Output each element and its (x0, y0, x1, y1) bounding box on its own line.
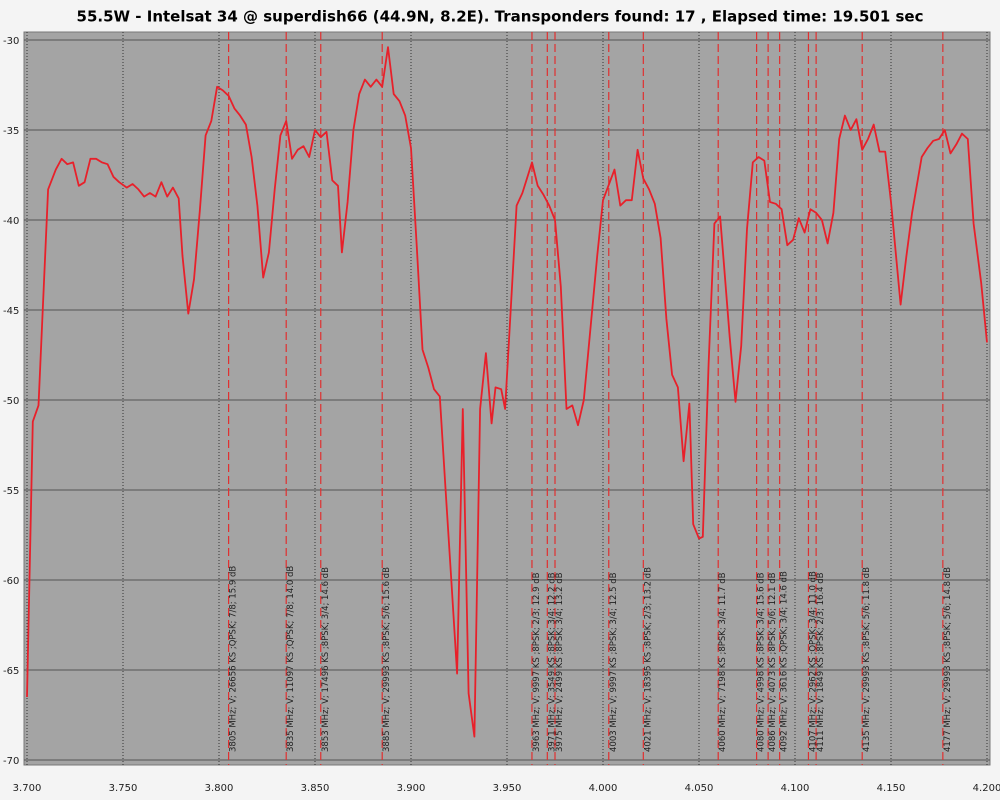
transponder-label: 3885 MHz; V; 29993 KS ;8PSK; 5/6; 15.6 d… (382, 567, 392, 752)
x-tick-label: 3.800 (205, 783, 234, 794)
y-tick-label: -45 (3, 306, 19, 317)
y-tick-label: -60 (3, 576, 19, 587)
transponder-label: 3853 MHz; V; 17496 KS ;8PSK; 3/4; 14.6 d… (321, 567, 331, 752)
transponder-label: 4107 MHz; V; 2962 KS ;QPSK; 3/4; 11.0 dB (808, 571, 818, 752)
transponder-label: 4060 MHz; V; 7198 KS ;8PSK; 3/4; 11.7 dB (718, 572, 728, 752)
transponder-label: 3963 MHz; V; 9997 KS ;8PSK; 2/3; 12.9 dB (532, 572, 542, 752)
x-tick-label: 4.150 (877, 783, 906, 794)
transponder-label: 4135 MHz; V; 29993 KS ;8PSK; 5/6; 11.8 d… (862, 567, 872, 752)
transponder-label: 4080 MHz; V; 4998 KS ;8PSK; 3/4; 15.6 dB (757, 572, 767, 752)
transponder-label: 4177 MHz; V; 29993 KS ;8PSK; 5/6; 14.8 d… (943, 567, 953, 752)
y-tick-label: -50 (3, 396, 19, 407)
x-tick-label: 3.850 (301, 783, 330, 794)
y-tick-label: -35 (3, 126, 19, 137)
transponder-label: 4021 MHz; V; 18395 KS ;8PSK; 2/3; 13.2 d… (643, 567, 653, 752)
y-tick-label: -65 (3, 666, 19, 677)
transponder-label: 3805 MHz; V; 26656 KS ;QPSK; 7/8; 15.9 d… (229, 566, 239, 752)
x-tick-label: 4.100 (781, 783, 810, 794)
x-tick-label: 4.000 (589, 783, 618, 794)
transponder-label: 3971 MHz; V; 3549 KS ;8PSK; 3/4; 12.2 dB (547, 572, 557, 752)
transponder-label: 4003 MHz; V; 9997 KS ;8PSK; 3/4; 12.5 dB (609, 572, 619, 752)
x-tick-label: 4.050 (685, 783, 714, 794)
transponder-label: 3975 MHz; V; 2499 KS ;8PSK; 3/4; 13.2 dB (555, 572, 565, 752)
y-tick-label: -55 (3, 486, 19, 497)
y-tick-label: -30 (3, 36, 19, 47)
x-tick-label: 3.700 (13, 783, 42, 794)
chart-title: 55.5W - Intelsat 34 @ superdish66 (44.9N… (77, 8, 924, 26)
transponder-label: 4086 MHz; V; 4073 KS ;8PSK; 5/6; 12.1 dB (768, 572, 778, 752)
transponder-label: 4111 MHz; V; 1849 KS ;8PSK; 2/3; 16.4 dB (816, 572, 826, 752)
y-tick-label: -40 (3, 216, 19, 227)
transponder-label: 4092 MHz; V; 3616 KS ;QPSK; 3/4; 14.6 dB (780, 571, 790, 752)
x-tick-label: 3.950 (493, 783, 522, 794)
x-tick-label: 3.900 (397, 783, 426, 794)
transponder-label: 3835 MHz; V; 11097 KS ;QPSK; 7/8; 14.0 d… (286, 566, 296, 752)
x-tick-label: 4.200 (973, 783, 1000, 794)
x-tick-label: 3.750 (109, 783, 138, 794)
y-tick-label: -70 (3, 756, 19, 767)
spectrum-line (26, 46, 988, 738)
